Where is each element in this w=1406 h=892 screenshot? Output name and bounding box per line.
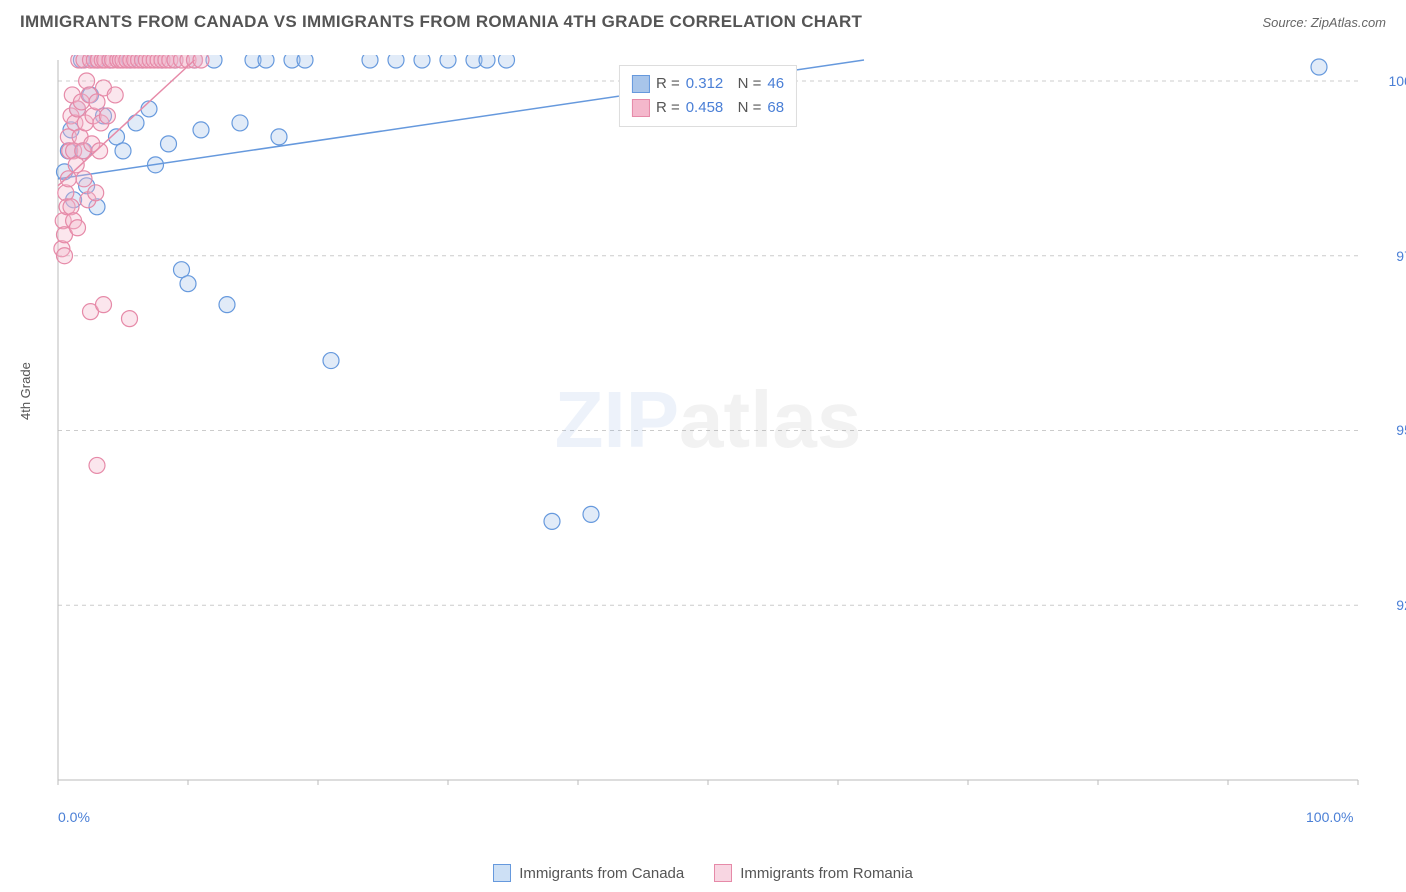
footer-legend: Immigrants from Canada Immigrants from R… <box>0 864 1406 882</box>
footer-legend-romania: Immigrants from Romania <box>714 864 913 882</box>
legend-swatch-icon <box>632 99 650 117</box>
y-axis-label: 4th Grade <box>18 362 33 420</box>
legend-row-canada: R = 0.312 N = 46 <box>632 72 784 96</box>
y-tick-label: 95.0% <box>1396 422 1406 438</box>
y-tick-label: 100.0% <box>1389 73 1406 89</box>
scatter-chart-svg <box>48 55 1368 785</box>
footer-legend-canada: Immigrants from Canada <box>493 864 684 882</box>
source-label: Source: ZipAtlas.com <box>1262 15 1386 30</box>
legend-row-romania: R = 0.458 N = 68 <box>632 96 784 120</box>
legend-swatch-icon <box>493 864 511 882</box>
legend-swatch-icon <box>632 75 650 93</box>
chart-area: ZIPatlas R = 0.312 N = 46 R = 0.458 N = … <box>48 55 1368 785</box>
y-tick-label: 97.5% <box>1396 248 1406 264</box>
correlation-legend: R = 0.312 N = 46 R = 0.458 N = 68 <box>619 65 797 127</box>
x-tick-label: 100.0% <box>1306 809 1353 825</box>
chart-title: IMMIGRANTS FROM CANADA VS IMMIGRANTS FRO… <box>20 12 862 32</box>
y-tick-label: 92.5% <box>1396 597 1406 613</box>
legend-swatch-icon <box>714 864 732 882</box>
x-tick-label: 0.0% <box>58 809 90 825</box>
